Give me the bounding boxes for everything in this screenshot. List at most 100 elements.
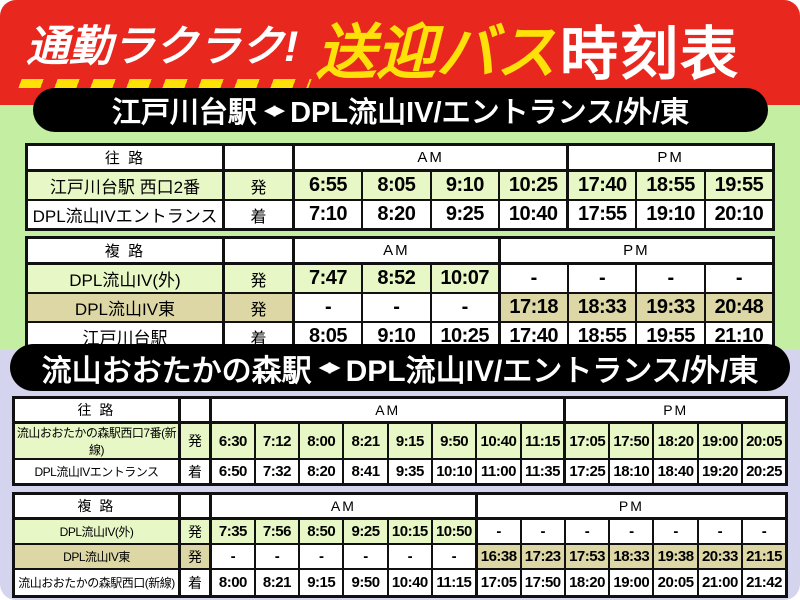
time-cell: 6:30 <box>208 421 256 460</box>
pm-header: PM <box>474 492 788 520</box>
stop-name: DPL流山IVエントランス <box>12 458 181 486</box>
timetable-otakanomori-return: 複 路 AM PM DPL流山IV(外) 発 7:35 7:56 8:50 9:25 10:15 1… <box>0 486 800 598</box>
am-header: AM <box>291 143 569 172</box>
header-row: 複 路 AM PM <box>12 492 788 520</box>
stop-name: DPL流山IV(外) <box>12 517 181 545</box>
time-cell: 20:25 <box>741 458 788 486</box>
time-cell: 17:50 <box>608 421 655 460</box>
stop-name: DPL流山IVエントランス <box>25 199 225 231</box>
route-destination-name: DPL流山IV/エントランス/外/東 <box>345 354 759 388</box>
type-header <box>222 236 295 265</box>
poster-title-banner: 通勤ラクラク! 送迎バス 時刻表 <box>0 0 800 105</box>
time-cell: 10:10 <box>430 458 478 486</box>
pm-header: PM <box>566 143 775 172</box>
header-row: 往 路 AM PM <box>25 143 775 172</box>
route-banner-edogawadai: 江戸川台駅 ◀▶ DPL流山IV/エントランス/外/東 <box>33 88 768 132</box>
time-cell: 17:05 <box>474 568 522 598</box>
type-header <box>178 396 212 424</box>
time-cell: - <box>741 517 788 545</box>
time-cell: 17:55 <box>566 199 638 231</box>
am-header: AM <box>208 396 566 424</box>
time-cell: - <box>253 543 301 570</box>
time-cell: 21:15 <box>741 543 788 570</box>
table-row: DPL流山IV東発 - - - - - -16:38 17:23 17:53 18:33 19:38… <box>12 543 788 570</box>
time-cell: 18:33 <box>608 543 655 570</box>
time-cell: - <box>608 517 655 545</box>
dep-arr-type: 着 <box>178 458 212 486</box>
catch-copy-commute: 通勤ラクラク! <box>26 22 299 71</box>
dep-arr-type: 発 <box>222 262 295 294</box>
direction-header: 往 路 <box>12 396 181 424</box>
time-cell: - <box>474 517 522 545</box>
time-cell: 7:12 <box>253 421 301 460</box>
timetable: 複 路 AM PM DPL流山IV(外) 発 7:47 8:52 10:07- - - - DPL流山… <box>25 236 775 353</box>
time-cell: 9:35 <box>386 458 433 486</box>
time-cell: 18:20 <box>563 568 611 598</box>
time-cell: 8:50 <box>298 517 345 545</box>
time-cell: 6:55 <box>292 169 364 201</box>
dep-arr-type: 発 <box>178 517 212 545</box>
time-cell: 7:35 <box>208 517 256 545</box>
time-cell: 9:50 <box>430 421 478 460</box>
time-cell: - <box>361 292 432 323</box>
time-cell: - <box>386 543 433 570</box>
time-cell: - <box>566 262 638 294</box>
time-cell: - <box>563 517 611 545</box>
direction-header: 複 路 <box>12 492 181 520</box>
time-cell: 8:00 <box>298 421 345 460</box>
time-cell: - <box>635 262 706 294</box>
header-row: 往 路 AM PM <box>12 396 788 424</box>
time-cell: 21:00 <box>696 568 744 598</box>
route-banner-otakanomori: 流山おおたかの森駅 ◀▶ DPL流山IV/エントランス/外/東 <box>10 344 790 391</box>
pm-header: PM <box>563 396 788 424</box>
time-cell: - <box>342 543 389 570</box>
time-cell: 18:20 <box>652 421 699 460</box>
table-row: DPL流山IV東発 - - -17:18 18:33 19:33 20:48 <box>25 292 775 323</box>
time-cell: 20:05 <box>741 421 788 460</box>
time-cell: 16:38 <box>474 543 522 570</box>
time-cell: 8:41 <box>342 458 389 486</box>
timetable: 複 路 AM PM DPL流山IV(外) 発 7:35 7:56 8:50 9:25 10:15 1… <box>12 492 788 598</box>
left-right-arrows-icon: ◀▶ <box>263 102 285 119</box>
timetable-edogawadai-outbound: 往 路 AM PM 江戸川台駅 西口2番発 6:55 8:05 9:10 10:25 17:40… <box>0 105 800 231</box>
time-cell: 19:20 <box>696 458 744 486</box>
stop-name: 江戸川台駅 西口2番 <box>25 169 225 201</box>
table-row: 流山おおたかの森駅西口(新線) 着 8:00 8:21 9:15 9:50 10:40 11:… <box>12 568 788 598</box>
stop-name: DPL流山IV(外) <box>25 262 225 294</box>
time-cell: 11:15 <box>519 421 566 460</box>
am-header: AM <box>209 492 478 520</box>
time-cell: - <box>208 543 256 570</box>
route-station-name: 流山おおたかの森駅 <box>41 354 312 388</box>
time-cell: - <box>519 517 566 545</box>
timetable-otakanomori-outbound: 往 路 AM PM 流山おおたかの森駅西口7番(新線) 発 6:30 7:12 8:00 8:2… <box>0 350 800 486</box>
time-cell: 8:21 <box>342 421 389 460</box>
time-cell: 9:25 <box>429 199 501 231</box>
time-cell: 19:00 <box>696 421 744 460</box>
time-cell: 10:40 <box>498 199 569 231</box>
time-cell: - <box>298 543 345 570</box>
time-cell: 8:21 <box>253 568 301 598</box>
time-cell: 10:25 <box>498 169 569 201</box>
time-cell: - <box>696 517 744 545</box>
time-cell: 20:33 <box>696 543 744 570</box>
time-cell: 17:50 <box>519 568 566 598</box>
time-cell: 7:56 <box>253 517 301 545</box>
stop-name: 流山おおたかの森駅西口(新線) <box>12 568 181 598</box>
time-cell: 19:00 <box>608 568 655 598</box>
dep-arr-type: 発 <box>222 169 295 201</box>
time-cell: 19:33 <box>635 292 706 323</box>
pm-header: PM <box>497 236 775 265</box>
dep-arr-type: 着 <box>222 199 295 231</box>
section-otakanomori: 流山おおたかの森駅 ◀▶ DPL流山IV/エントランス/外/東 往 路 AM PM 流… <box>0 344 800 600</box>
header-row: 複 路 AM PM <box>25 236 775 265</box>
time-cell: 8:20 <box>298 458 345 486</box>
table-row: DPL流山IV(外) 発 7:47 8:52 10:07- - - - <box>25 262 775 294</box>
time-cell: 20:05 <box>652 568 699 598</box>
section-edogawadai: 江戸川台駅 ◀▶ DPL流山IV/エントランス/外/東 往 路 AM PM 江戸川台駅… <box>0 88 800 353</box>
direction-header: 往 路 <box>25 143 225 172</box>
time-cell: 17:40 <box>566 169 638 201</box>
time-cell: 8:05 <box>361 169 432 201</box>
dep-arr-type: 発 <box>178 421 212 460</box>
time-cell: - <box>703 262 775 294</box>
time-cell: 7:32 <box>253 458 301 486</box>
